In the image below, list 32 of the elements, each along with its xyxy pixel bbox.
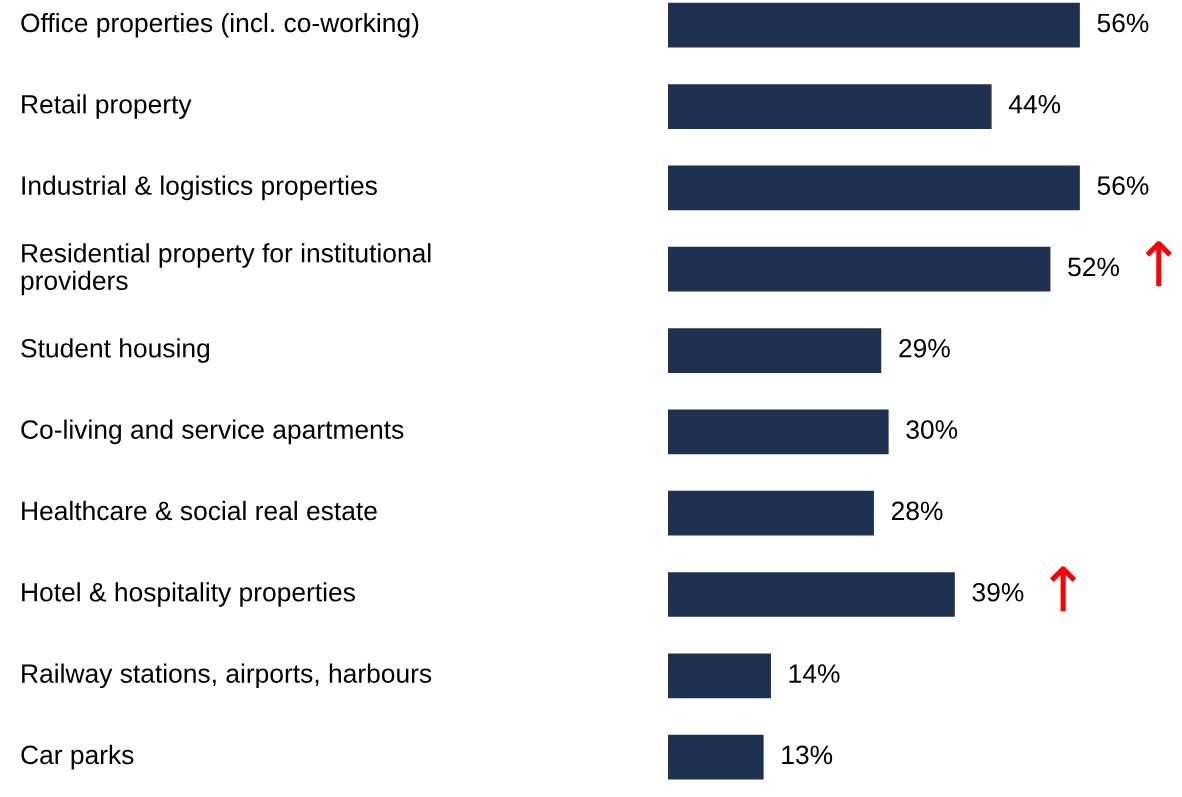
data-label: 14% bbox=[789, 664, 840, 683]
y-tick-label: Office properties (incl. co-working) bbox=[21, 12, 419, 38]
y-tick-label: Co-living and service apartments bbox=[21, 419, 404, 445]
bar bbox=[668, 328, 882, 373]
bar bbox=[668, 490, 874, 536]
bar bbox=[668, 2, 1080, 48]
y-tick-label: Car parks bbox=[21, 744, 134, 770]
bar bbox=[668, 246, 1051, 292]
data-label: 56% bbox=[1097, 176, 1149, 195]
bar bbox=[668, 734, 764, 780]
data-label: 28% bbox=[891, 501, 943, 521]
data-label: 56% bbox=[1097, 13, 1149, 33]
data-label: 39% bbox=[972, 582, 1024, 602]
y-tick-label: Retail property bbox=[22, 94, 192, 119]
annotation: ↑ bbox=[1145, 241, 1172, 287]
data-label: 52% bbox=[1068, 257, 1119, 277]
bar bbox=[668, 409, 889, 455]
data-label: 13% bbox=[782, 745, 833, 765]
y-tick-label: Industrial & logistics properties bbox=[22, 175, 377, 201]
bar bbox=[668, 653, 771, 699]
bar bbox=[668, 84, 992, 129]
y-tick-label: Railway stations, airports, harbours bbox=[22, 663, 432, 689]
y-tick-label: Hotel & hospitality properties bbox=[22, 582, 355, 607]
bar bbox=[668, 572, 955, 617]
bar bbox=[668, 165, 1080, 211]
data-label: 44% bbox=[1008, 95, 1061, 114]
y-tick-label: Healthcare & social real estate bbox=[22, 500, 377, 521]
data-label: 29% bbox=[899, 338, 950, 358]
y-tick-label: Residential property for institutional providers bbox=[21, 243, 431, 296]
annotation: ↑ bbox=[1050, 566, 1077, 612]
data-label: 30% bbox=[906, 420, 958, 439]
y-tick-label: Student housing bbox=[21, 338, 210, 363]
